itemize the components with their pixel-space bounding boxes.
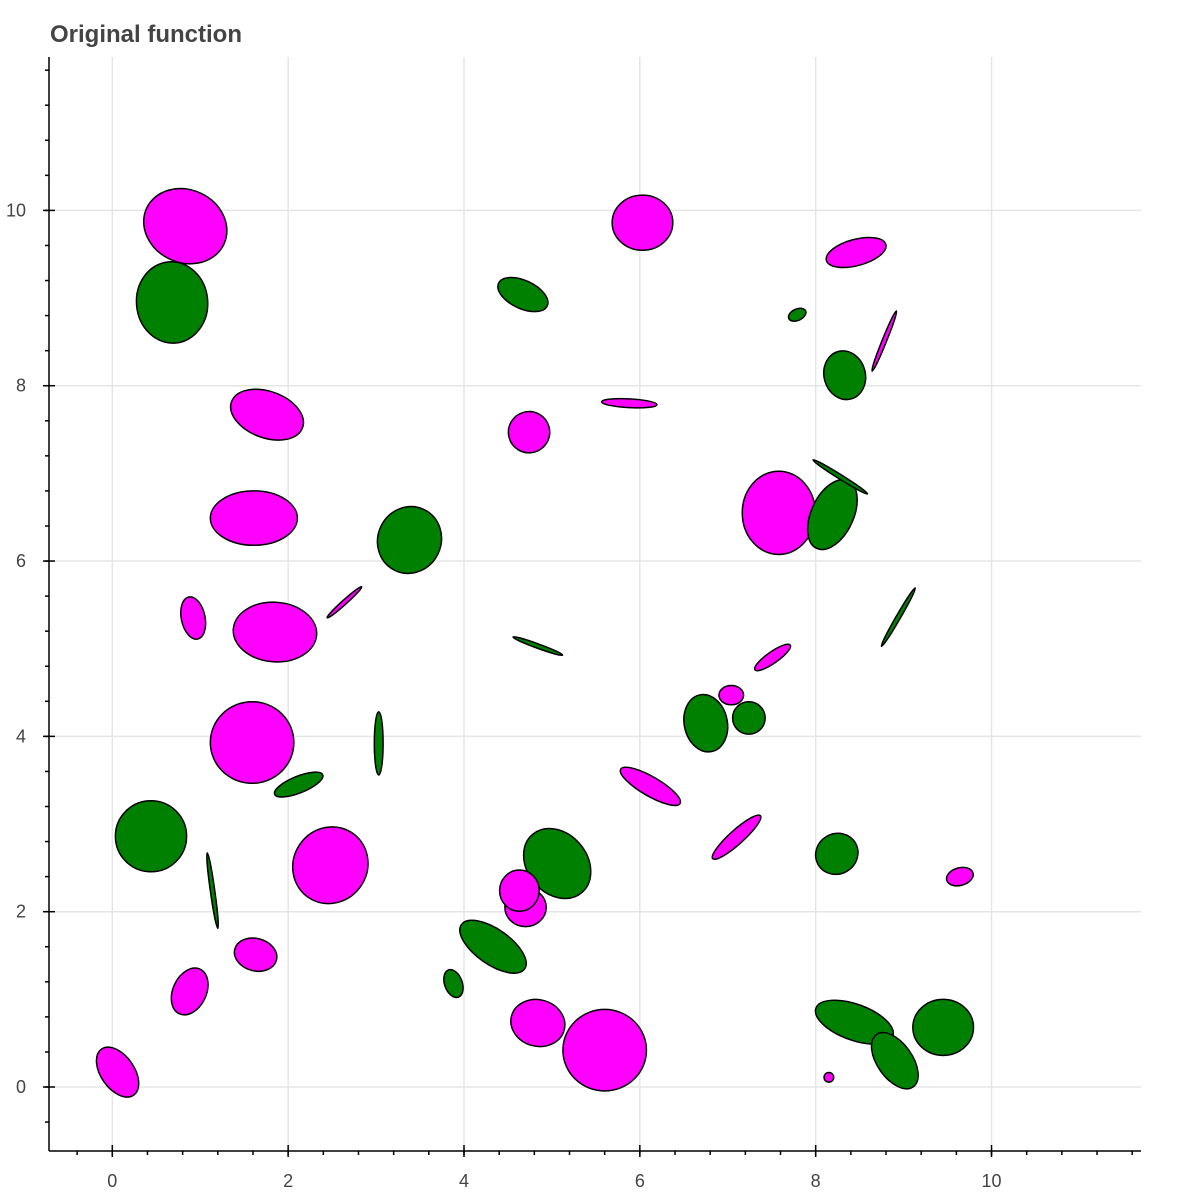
- ellipse-43: [814, 832, 859, 876]
- ellipse-6: [209, 700, 295, 785]
- ellipse-30: [683, 693, 729, 753]
- ellipse-33: [753, 643, 792, 672]
- ellipse-26: [443, 968, 464, 999]
- ellipse-2: [229, 388, 305, 441]
- ellipse-5: [232, 601, 318, 663]
- ellipse-28: [562, 1008, 648, 1092]
- ellipse-21: [512, 636, 564, 657]
- ellipse-12: [170, 967, 209, 1016]
- ellipse-47: [912, 998, 975, 1057]
- ellipse-1: [135, 260, 209, 344]
- ellipse-3: [209, 490, 299, 547]
- ellipse-38: [823, 350, 867, 401]
- ellipse-25: [459, 919, 527, 974]
- x-tick-label: 6: [635, 1171, 645, 1191]
- chart-title: Original function: [50, 21, 242, 48]
- ellipse-37: [812, 459, 869, 495]
- x-tick-label: 2: [283, 1171, 293, 1191]
- ellipse-marks: [95, 187, 975, 1098]
- ellipse-46: [870, 1031, 919, 1090]
- ellipse-11: [233, 937, 278, 973]
- ellipse-15: [373, 711, 384, 776]
- ellipse-34: [711, 814, 762, 861]
- y-tick-label: 10: [6, 200, 26, 220]
- y-tick-label: 2: [16, 902, 26, 922]
- ellipse-8: [114, 800, 188, 873]
- ellipse-16: [376, 505, 443, 575]
- axes: 0 2 4 6 8 10 0 2 4 6 8 10: [6, 57, 1141, 1191]
- ellipse-13: [95, 1046, 140, 1098]
- ellipse-48: [823, 1071, 835, 1083]
- ellipse-29: [619, 766, 682, 807]
- x-tick-label: 0: [107, 1171, 117, 1191]
- ellipse-20: [611, 194, 674, 252]
- plot-area: [49, 57, 1141, 1151]
- ellipse-39: [787, 307, 807, 322]
- y-tick-label: 0: [16, 1077, 26, 1097]
- ellipse-7: [273, 771, 324, 798]
- y-tick-label: 6: [16, 551, 26, 571]
- y-tick-label: 8: [16, 376, 26, 396]
- y-tick-label: 4: [16, 726, 26, 746]
- ellipse-35: [741, 470, 816, 556]
- ellipse-27: [510, 998, 566, 1048]
- ellipse-32: [731, 700, 766, 735]
- ellipse-42: [880, 587, 917, 648]
- ellipse-17: [497, 276, 549, 313]
- ellipse-40: [871, 310, 898, 372]
- ellipse-19: [600, 397, 658, 409]
- ellipse-31: [718, 684, 745, 706]
- ellipse-14: [326, 585, 363, 619]
- ellipse-41: [825, 236, 887, 269]
- ellipse-0: [142, 187, 228, 265]
- x-tick-label: 4: [459, 1171, 469, 1191]
- x-tick-label: 8: [811, 1171, 821, 1191]
- ellipse-24: [498, 869, 540, 912]
- ellipse-9: [291, 826, 369, 905]
- ellipse-18: [507, 410, 551, 454]
- x-tick-label: 10: [982, 1171, 1002, 1191]
- ellipse-44: [945, 866, 974, 887]
- ellipse-10: [206, 852, 220, 930]
- ellipse-4: [180, 596, 207, 640]
